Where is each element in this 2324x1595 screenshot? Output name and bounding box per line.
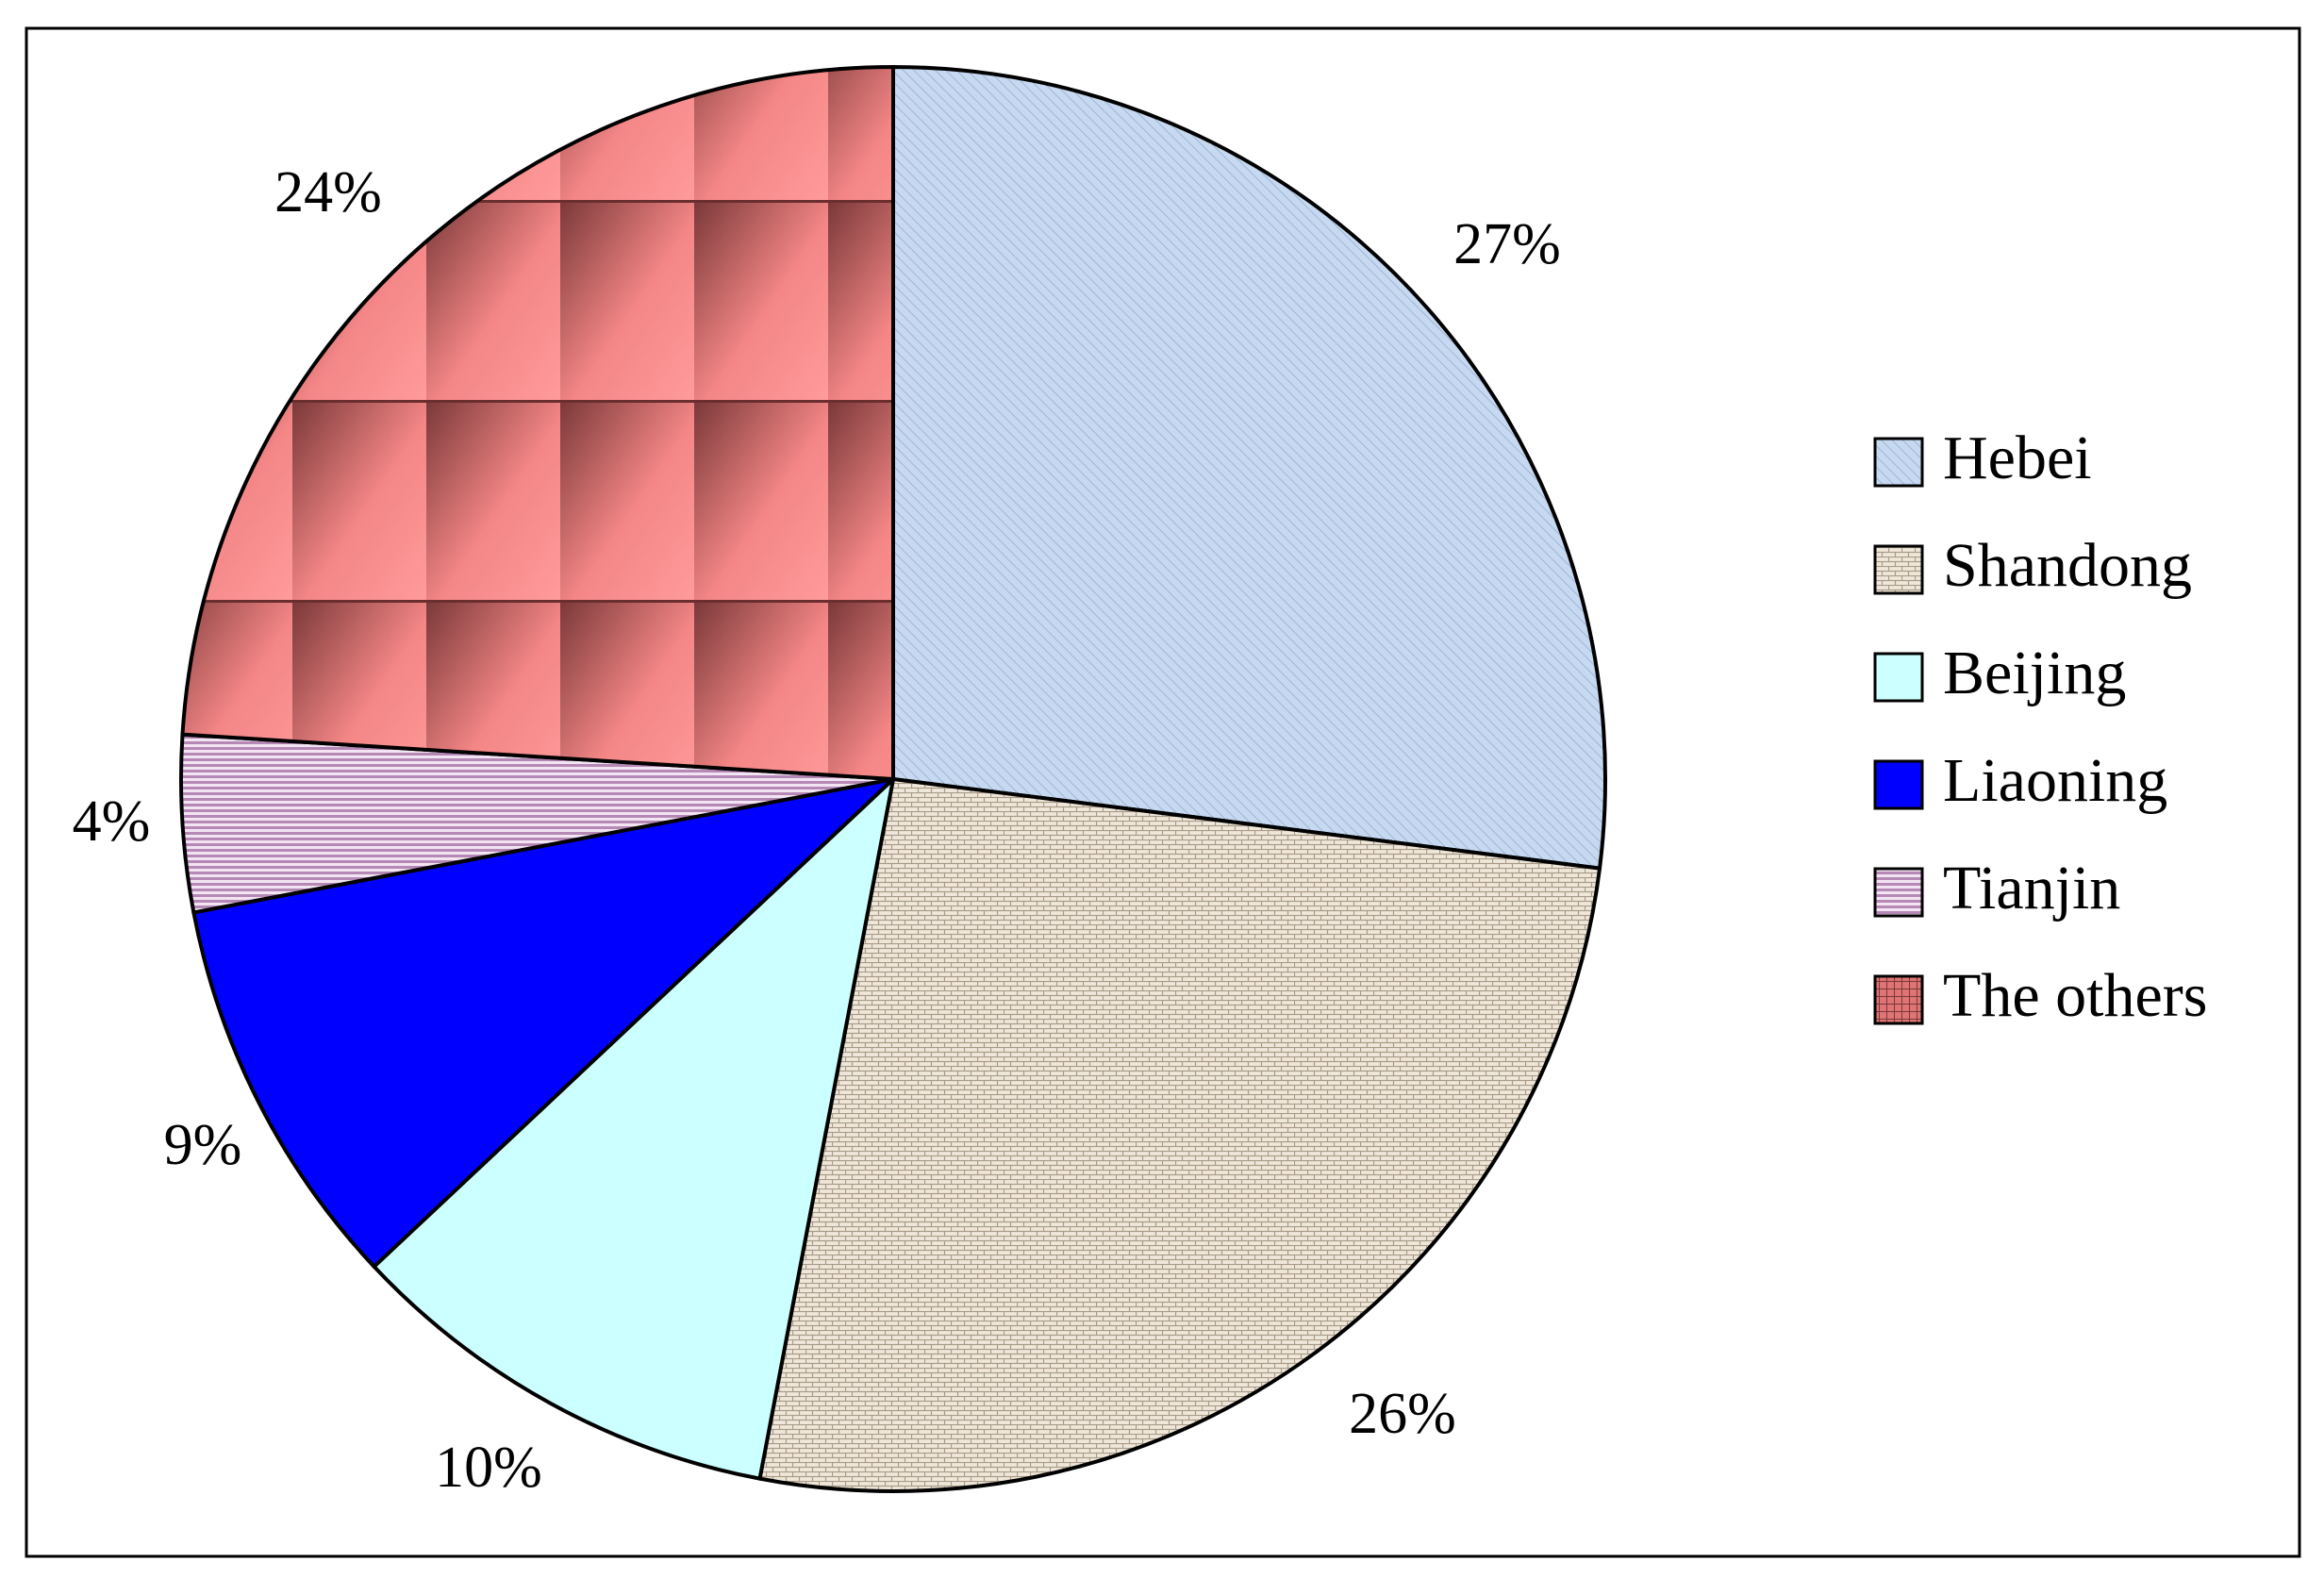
data-label-shandong: 26% xyxy=(1349,1382,1456,1446)
pie-slice-hebei xyxy=(891,65,1607,871)
legend-swatch-the-others xyxy=(1873,974,1924,1025)
legend-label-tianjin: Tianjin xyxy=(1943,854,2120,922)
legend-label-beijing: Beijing xyxy=(1943,639,2126,707)
data-label-tianjin: 4% xyxy=(73,789,151,854)
pie-slice-beijing xyxy=(372,777,895,1481)
data-label-hebei: 27% xyxy=(1453,212,1561,276)
legend-label-hebei: Hebei xyxy=(1943,424,2092,492)
legend-swatch-liaoning xyxy=(1873,759,1924,810)
legend-swatch-tianjin xyxy=(1873,867,1924,918)
legend-swatch-shandong xyxy=(1873,544,1924,595)
data-label-the-others: 24% xyxy=(274,160,382,224)
data-label-beijing: 10% xyxy=(435,1436,542,1500)
pie-slice-tianjin xyxy=(179,732,895,915)
data-label-liaoning: 9% xyxy=(164,1113,242,1177)
legend-label-shandong: Shandong xyxy=(1943,531,2192,600)
legend-swatch-beijing xyxy=(1873,652,1924,703)
pie-slice-liaoning xyxy=(191,777,895,1269)
legend-label-the-others: The others xyxy=(1943,961,2207,1030)
pie-slice-the-others xyxy=(180,65,895,781)
legend-label-liaoning: Liaoning xyxy=(1943,746,2167,815)
legend-swatch-hebei xyxy=(1873,437,1924,488)
pie-slice-shandong xyxy=(757,777,1602,1493)
